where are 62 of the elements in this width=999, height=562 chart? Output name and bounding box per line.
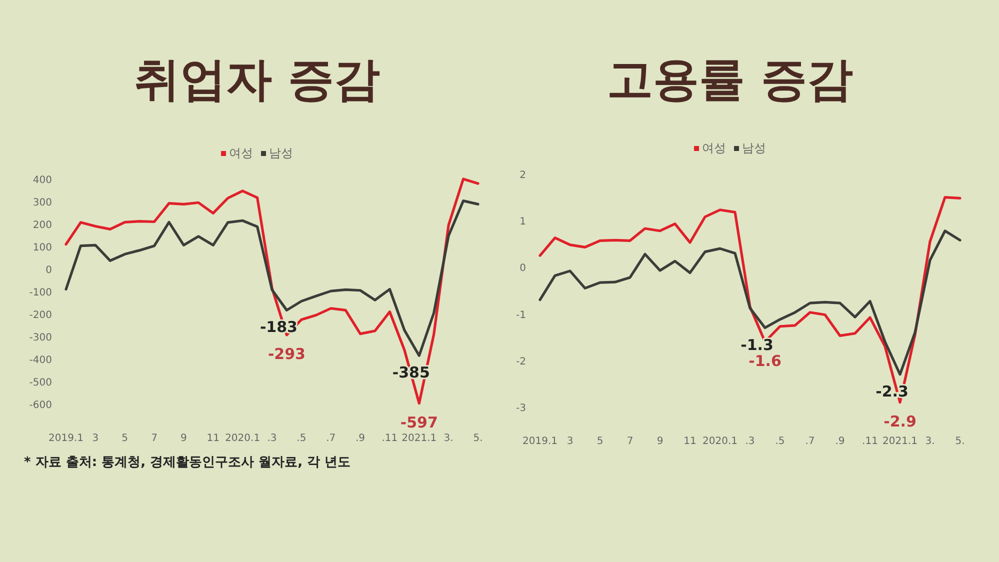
legend-label: 남성 — [742, 141, 766, 155]
chart-title: 고용률 증감 — [606, 52, 854, 106]
y-tick-label: 0 — [520, 263, 526, 274]
x-tick-label: 3. — [925, 436, 935, 447]
data-label: -1.3 — [740, 336, 774, 354]
y-tick-label: 1 — [520, 216, 526, 228]
y-tick-label: -2 — [516, 356, 526, 368]
y-tick-label: 200 — [32, 220, 52, 231]
line-series — [538, 196, 962, 404]
x-tick-label: .11 — [862, 436, 878, 447]
x-tick-label: 3 — [566, 436, 574, 447]
x-tick-label: 11 — [684, 436, 696, 447]
x-tick-label: 5. — [955, 436, 965, 447]
x-tick-label: 5 — [122, 433, 128, 444]
text: * 자료 출처: 통계청, 경제활동인구조사 월자료, 각 년도 — [24, 455, 351, 470]
x-tick-label: 7 — [626, 436, 634, 447]
x-tick-label: .3 — [745, 436, 755, 447]
line-series — [538, 230, 962, 376]
x-tick-label: 11 — [206, 433, 220, 444]
y-tick-label: -200 — [29, 310, 52, 321]
x-tick-label: 2020.1 — [225, 433, 260, 444]
x-tick-label: .9 — [835, 436, 845, 447]
x-tick-label: .9 — [356, 433, 366, 444]
x-tick-label: 3 — [92, 433, 99, 444]
line-series — [64, 178, 480, 405]
x-tick-label: .3 — [267, 433, 277, 444]
x-tick-label: 2019.1 — [522, 436, 558, 447]
y-tick-label: 400 — [32, 175, 52, 186]
y-tick-label: -600 — [29, 400, 52, 411]
x-tick-label: 9 — [656, 436, 664, 447]
y-tick-label: -1 — [516, 310, 526, 321]
x-tick-label: 5. — [473, 433, 483, 444]
data-label: -597 — [400, 413, 438, 432]
x-tick-label: 2019.1 — [48, 433, 84, 444]
data-label: -1.6 — [748, 352, 782, 370]
x-tick-label: .5 — [296, 433, 306, 444]
y-tick-label: -100 — [29, 288, 52, 298]
x-tick-label: 2020.1 — [702, 436, 738, 447]
x-tick-label: 9 — [180, 433, 187, 444]
legend-label: 남성 — [269, 146, 293, 160]
y-tick-label: 100 — [32, 242, 52, 254]
y-tick-label: 2 — [520, 170, 526, 181]
data-label: -2.9 — [884, 412, 916, 430]
data-label: -293 — [268, 344, 306, 363]
y-tick-label: -300 — [29, 332, 52, 344]
x-tick-label: 3. — [444, 433, 454, 444]
y-tick-label: -400 — [29, 355, 52, 366]
x-tick-label: 2021.1 — [882, 436, 918, 447]
y-tick-label: 0 — [46, 265, 52, 276]
x-tick-label: 7 — [151, 433, 158, 444]
x-tick-label: 5 — [596, 436, 604, 447]
legend-label: 여성 — [702, 141, 726, 155]
chart-title: 취업자 증감 — [134, 52, 380, 106]
x-tick-label: 2021.1 — [402, 433, 437, 444]
x-tick-label: .11 — [382, 433, 398, 444]
x-tick-label: .7 — [326, 433, 336, 444]
y-tick-label: 300 — [32, 198, 52, 208]
x-tick-label: .7 — [805, 436, 815, 447]
y-tick-label: -500 — [29, 378, 52, 388]
y-tick-label: -3 — [516, 403, 526, 414]
legend-label: 여성 — [229, 146, 253, 160]
x-tick-label: .5 — [775, 436, 785, 447]
